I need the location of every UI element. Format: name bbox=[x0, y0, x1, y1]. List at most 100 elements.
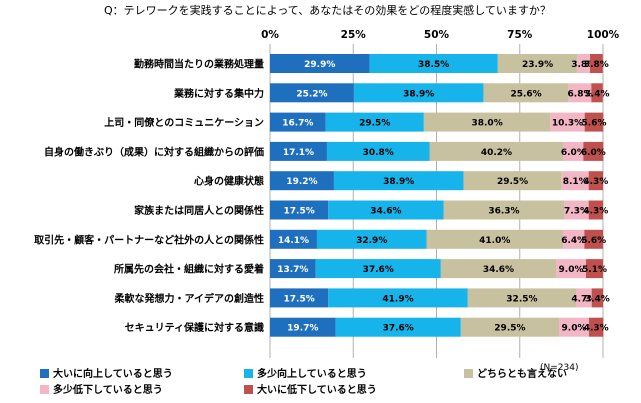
data-label: 37.6% bbox=[383, 324, 414, 334]
bar-segment bbox=[568, 83, 592, 103]
data-label: 9.0% bbox=[559, 265, 584, 275]
legend-label: どちらとも言えない bbox=[477, 367, 567, 380]
bar-segment bbox=[584, 112, 604, 132]
data-label: 30.8% bbox=[363, 148, 394, 158]
data-label: 29.9% bbox=[304, 60, 335, 70]
data-label: 4.3% bbox=[584, 324, 609, 334]
data-label: 38.5% bbox=[418, 60, 449, 70]
data-label: 23.9% bbox=[522, 60, 553, 70]
data-label: 34.6% bbox=[370, 207, 401, 217]
data-label: 10.3% bbox=[552, 119, 583, 129]
legend-item: 多少向上していると思う bbox=[244, 367, 367, 380]
data-label: 6.8% bbox=[568, 89, 593, 99]
bar-segment bbox=[326, 141, 430, 161]
category-label: 家族または同居人との関係性 bbox=[134, 204, 264, 217]
legend-swatch bbox=[244, 385, 253, 394]
data-label: 6.4% bbox=[561, 236, 586, 246]
data-label: 29.5% bbox=[359, 119, 390, 129]
data-label: 5.6% bbox=[582, 119, 607, 129]
bar-segment bbox=[443, 200, 565, 220]
category-label: 所属先の会社・組織に対する愛着 bbox=[114, 263, 264, 276]
data-label: 29.5% bbox=[497, 177, 528, 187]
bar-segment bbox=[325, 112, 424, 132]
bar-segment bbox=[497, 54, 578, 73]
bar-segment bbox=[270, 317, 336, 337]
bar-segment bbox=[429, 141, 564, 161]
bar-segment bbox=[353, 83, 484, 103]
bar-segment bbox=[440, 259, 557, 279]
legend-item: 多少低下していると思う bbox=[40, 383, 163, 396]
bar-row: 13.7% 37.6% 34.6% 9.0%5.1% bbox=[270, 259, 607, 279]
bar-segment bbox=[316, 229, 427, 249]
bar-row: 14.1% 32.9% 41.0% 6.4%5.6% bbox=[270, 229, 606, 249]
bar-segment bbox=[270, 141, 327, 161]
bar-segment bbox=[426, 229, 564, 249]
bar-segment bbox=[564, 200, 589, 220]
category-label: セキュリティ保護に対する意識 bbox=[125, 321, 264, 334]
data-label: 14.1% bbox=[278, 236, 309, 246]
bar-segment bbox=[335, 317, 461, 337]
bar-segment bbox=[369, 54, 498, 73]
bar-row: 17.5% 34.6% 36.3% 7.3%4.3% bbox=[270, 200, 608, 220]
category-label: 勤務時間当たりの業務処理量 bbox=[134, 58, 264, 71]
bar-segment bbox=[563, 229, 585, 249]
x-tick-labels: 0% 25% 50% 75% 100% bbox=[261, 29, 620, 41]
data-label: 17.5% bbox=[284, 294, 315, 304]
bar-segment bbox=[584, 229, 603, 249]
legend-swatch bbox=[40, 369, 49, 378]
bar-segment bbox=[270, 288, 329, 308]
data-label: 25.6% bbox=[510, 89, 541, 99]
data-label: 19.7% bbox=[287, 324, 318, 334]
bar-segment bbox=[550, 112, 585, 132]
data-label: 4.3% bbox=[583, 177, 608, 187]
category-labels: 勤務時間当たりの業務処理量業務に対する集中力上司・同僚とのコミュニケーション自身… bbox=[34, 58, 264, 335]
data-label: 34.6% bbox=[483, 265, 514, 275]
bar-segment bbox=[270, 259, 316, 279]
x-tick-label: 100% bbox=[587, 29, 620, 41]
category-label: 自身の働きぶり（成果）に対する組織からの評価 bbox=[44, 145, 264, 158]
bar-segment bbox=[423, 112, 551, 132]
data-label: 3.4% bbox=[585, 294, 610, 304]
data-label: 9.0% bbox=[562, 324, 587, 334]
bar-segment bbox=[591, 83, 603, 103]
category-label: 業務に対する集中力 bbox=[173, 87, 264, 100]
bar-segment bbox=[270, 200, 329, 220]
bar-segment bbox=[589, 317, 604, 337]
sample-size-note: (N=234) bbox=[540, 363, 578, 373]
bar-row: 17.1% 30.8% 40.2% 6.0%6.0% bbox=[270, 141, 606, 161]
data-label: 3.8% bbox=[584, 60, 609, 70]
legend-label: 大いに向上していると思う bbox=[53, 367, 173, 380]
data-label: 17.1% bbox=[283, 148, 314, 158]
bar-segment bbox=[467, 288, 577, 308]
data-label: 37.6% bbox=[363, 265, 394, 275]
bar-segment bbox=[591, 288, 603, 308]
bars: 29.9% 38.5% 23.9% 3.8%3.8% 25.2% 38.9% 25.6% 6.… bbox=[270, 54, 610, 337]
category-label: 柔軟な発想力・アイデアの創造性 bbox=[114, 292, 265, 305]
data-label: 17.5% bbox=[284, 207, 315, 217]
data-label: 19.2% bbox=[286, 177, 317, 187]
bar-segment bbox=[315, 259, 441, 279]
bar-segment bbox=[577, 54, 591, 73]
bar-segment bbox=[328, 288, 468, 308]
data-label: 3.8% bbox=[571, 60, 596, 70]
bar-segment bbox=[556, 259, 587, 279]
bar-row: 17.5% 41.9% 32.5% 4.7%3.4% bbox=[270, 288, 610, 308]
bar-segment bbox=[270, 112, 326, 132]
data-label: 40.2% bbox=[481, 148, 512, 158]
bar-segment bbox=[559, 317, 590, 337]
data-label: 38.0% bbox=[471, 119, 502, 129]
category-label: 取引先・顧客・パートナーなど社外の人との関係性 bbox=[34, 233, 264, 246]
legend-label: 大いに低下していると思う bbox=[257, 383, 377, 396]
data-label: 3.4% bbox=[585, 89, 610, 99]
data-label: 8.1% bbox=[563, 177, 588, 187]
data-label: 4.3% bbox=[583, 207, 608, 217]
bar-row: 16.7% 29.5% 38.0% 10.3%5.6% bbox=[270, 112, 607, 132]
bar-row: 25.2% 38.9% 25.6% 6.8%3.4% bbox=[270, 83, 610, 103]
chart-title: Q：テレワークを実践することによって、あなたはその効果をどの程度実感していますか… bbox=[104, 3, 551, 17]
bar-segment bbox=[586, 259, 603, 279]
data-label: 5.1% bbox=[582, 265, 607, 275]
data-label: 5.6% bbox=[581, 236, 606, 246]
data-label: 36.3% bbox=[488, 207, 519, 217]
data-label: 7.3% bbox=[564, 207, 589, 217]
data-label: 16.7% bbox=[282, 119, 313, 129]
